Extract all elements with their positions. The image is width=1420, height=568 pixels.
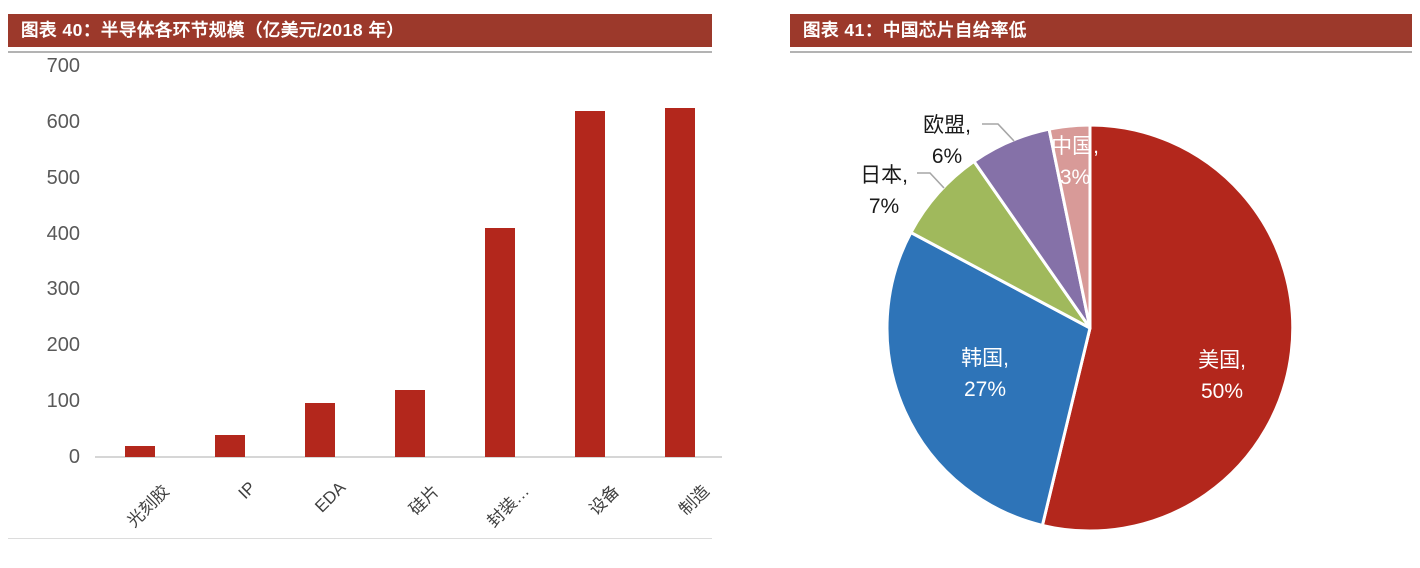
pie-slice-0 — [1040, 123, 1295, 533]
pie-label-percent: 27% — [963, 378, 1007, 401]
x-axis-category-label: EDA — [311, 478, 350, 517]
pie-label-name: 美国, — [1198, 349, 1246, 372]
figure-41-title-underline — [790, 51, 1412, 53]
x-axis-category-label: 硅片 — [405, 481, 443, 520]
y-axis-tick-label: 500 — [46, 166, 80, 189]
pie-label-percent: 7% — [868, 195, 900, 218]
pie-chart-canvas — [885, 123, 1295, 533]
pie-label-0: 美国, 50% — [1198, 345, 1246, 407]
x-axis-category-label: 封装… — [483, 481, 533, 532]
x-axis-category-label: 制造 — [675, 481, 713, 520]
y-axis-tick-label: 200 — [46, 334, 80, 357]
y-axis-tick-label: 300 — [46, 278, 80, 301]
pie-label-4: 中国, 3% — [1051, 131, 1099, 193]
pie-label-1: 韩国, 27% — [961, 343, 1009, 405]
pie-label-percent: 50% — [1200, 380, 1244, 403]
figure-40-bottom-rule — [8, 538, 712, 539]
y-axis-tick-label: 100 — [46, 390, 80, 413]
pie-label-2: 日本, 7% — [860, 160, 908, 222]
y-axis-tick-label: 400 — [46, 222, 80, 245]
pie-slice-1 — [885, 231, 1092, 527]
x-axis-category-label: IP — [234, 478, 260, 503]
x-axis-line — [95, 456, 722, 458]
leader-line-japan — [917, 172, 945, 189]
bar — [395, 389, 425, 457]
pie-label-3: 欧盟, 6% — [923, 110, 971, 172]
figure-40-title: 图表 40：半导体各环节规模（亿美元/2018 年） — [21, 20, 405, 40]
bar — [575, 110, 605, 457]
pie-label-percent: 3% — [1059, 166, 1091, 189]
pie-label-name: 中国, — [1051, 135, 1099, 158]
pie-label-name: 欧盟, — [923, 114, 971, 137]
bar — [215, 434, 245, 457]
pie-slice-2 — [909, 159, 1092, 330]
bar — [485, 227, 515, 457]
figure-41-title-banner: 图表 41：中国芯片自给率低 — [790, 14, 1412, 47]
pie-label-name: 日本, — [860, 164, 908, 187]
figure-41-pie-chart: 图表 41：中国芯片自给率低 美国, 50% 韩国, 27% 日本, 7% 欧盟, 6% 中国,… — [790, 14, 1412, 568]
figure-41-title: 图表 41：中国芯片自给率低 — [803, 20, 1027, 40]
figure-40-bar-chart: 图表 40：半导体各环节规模（亿美元/2018 年） 0 100 200 300 400… — [8, 14, 722, 568]
pie-label-name: 韩国, — [961, 347, 1009, 370]
x-axis-category-label: 设备 — [585, 481, 623, 520]
pie-slice-4 — [1047, 123, 1092, 330]
x-axis-category-label: 光刻胶 — [123, 481, 173, 532]
bar — [665, 107, 695, 457]
y-axis-tick-label: 0 — [68, 446, 80, 468]
leader-line-eu — [982, 123, 1015, 142]
figure-40-title-underline — [8, 51, 712, 53]
bar — [125, 445, 155, 457]
figure-40-title-banner: 图表 40：半导体各环节规模（亿美元/2018 年） — [8, 14, 712, 47]
pie-label-percent: 6% — [931, 145, 963, 168]
bar — [305, 402, 335, 457]
y-axis-tick-label: 600 — [46, 110, 80, 133]
y-axis-tick-label: 700 — [46, 55, 80, 77]
